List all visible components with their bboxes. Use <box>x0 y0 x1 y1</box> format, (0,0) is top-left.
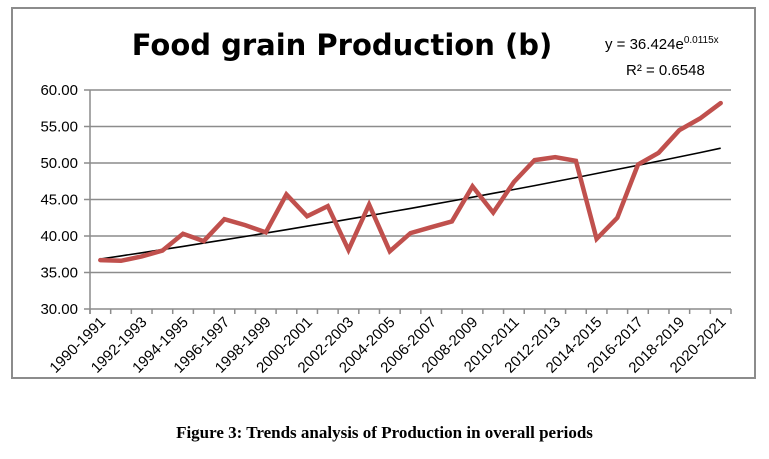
x-axis-labels: 1990-19911992-19931994-19951996-19971998… <box>46 314 729 377</box>
y-axis-ticks: 30.00 35.00 40.00 45.00 50.00 55.00 60.00 <box>40 82 78 318</box>
trendline-equation-base: y = 36.424e <box>605 36 684 53</box>
figure-caption: Figure 3: Trends analysis of Production … <box>176 423 593 442</box>
line-chart: Food grain Production (b) y = 36.424e0.0… <box>40 28 732 377</box>
chart-frame: Food grain Production (b) y = 36.424e0.0… <box>11 7 756 379</box>
gridlines <box>84 89 731 310</box>
y-tick-label: 50.00 <box>40 155 78 172</box>
trendline-equation: y = 36.424e0.0115x <box>605 35 719 53</box>
chart-title: Food grain Production (b) <box>132 28 552 62</box>
x-axis <box>89 90 732 314</box>
trendline-r-squared: R² = 0.6548 <box>626 62 705 79</box>
series-food-grain <box>98 100 723 264</box>
y-tick-label: 45.00 <box>40 192 78 209</box>
y-tick-label: 55.00 <box>40 119 78 136</box>
trendline-equation-exponent: 0.0115x <box>684 35 719 46</box>
y-tick-label: 35.00 <box>40 265 78 282</box>
y-tick-label: 40.00 <box>40 228 78 245</box>
y-tick-label: 60.00 <box>40 82 78 99</box>
y-tick-label: 30.00 <box>40 301 78 318</box>
trendline <box>100 147 721 260</box>
